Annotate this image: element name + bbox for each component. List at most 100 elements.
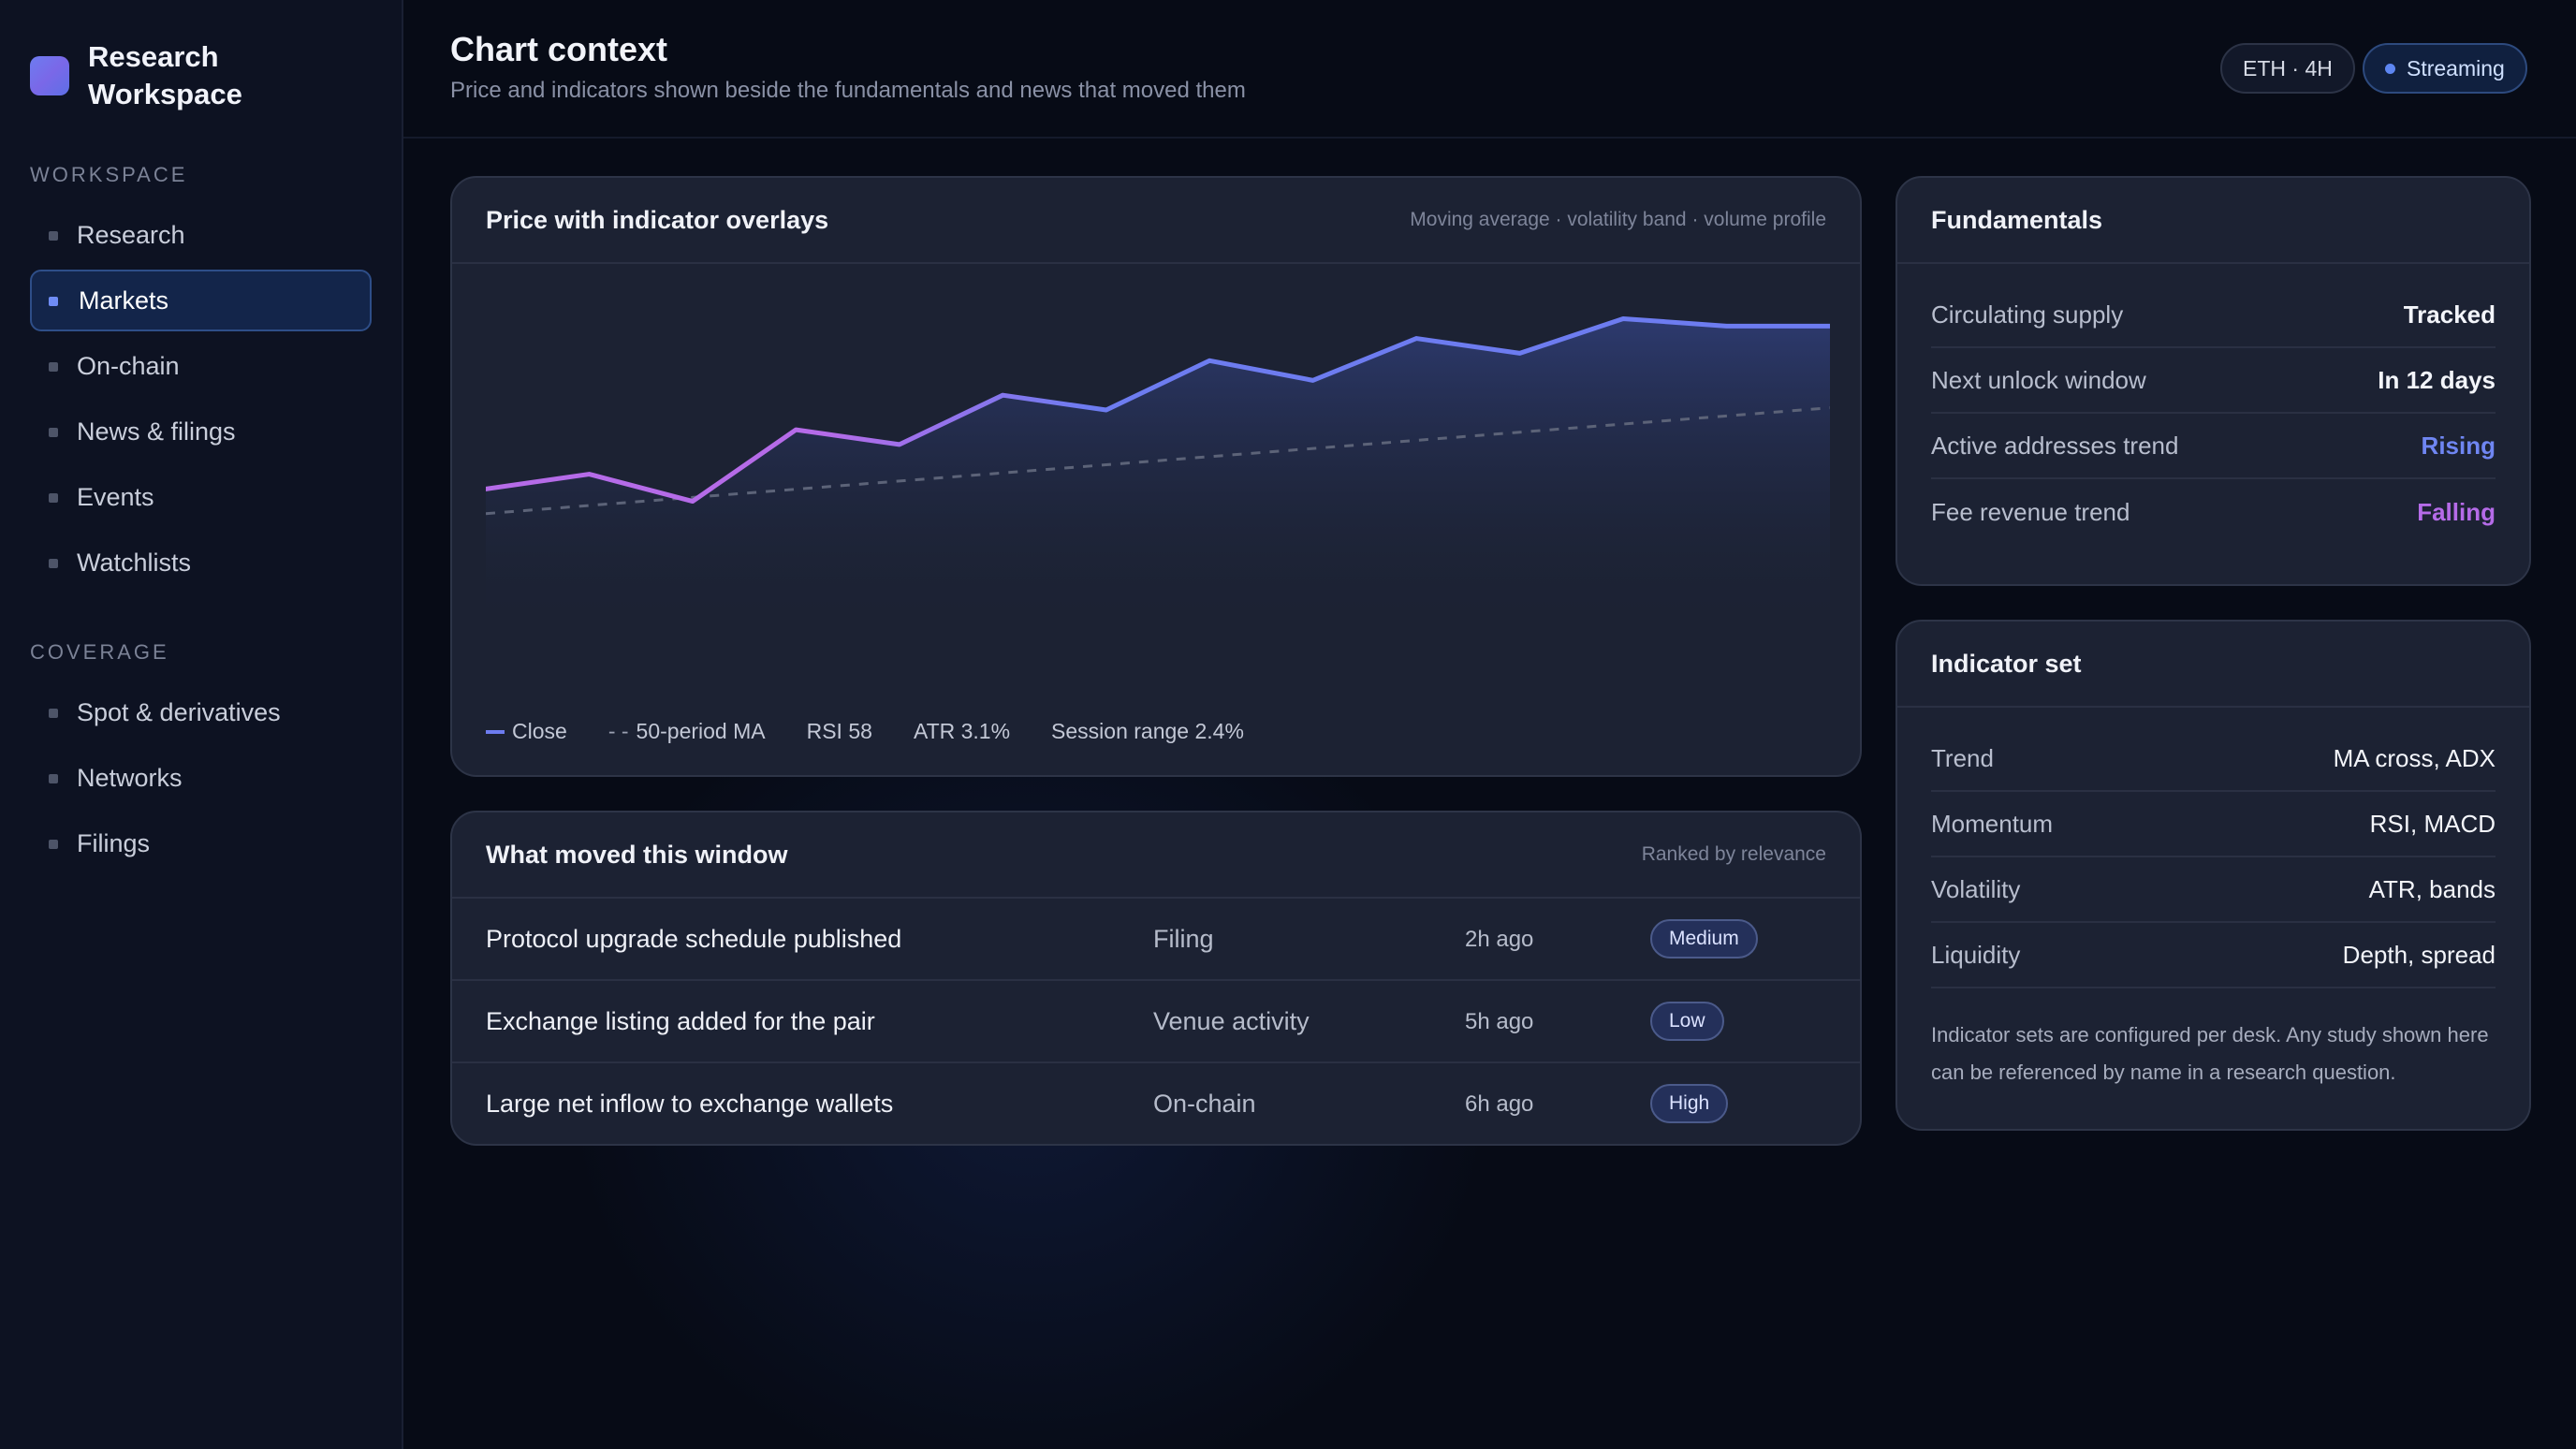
news-category: Venue activity (1153, 1007, 1310, 1035)
brand-title: Research Workspace (88, 40, 242, 110)
sidebar-item-label: On-chain (77, 351, 180, 380)
close-data-point[interactable] (1306, 373, 1321, 388)
card-header: Fundamentals (1897, 178, 2529, 264)
bullet-icon (49, 297, 58, 306)
news-row[interactable]: Exchange listing added for the pair Venu… (452, 981, 1860, 1063)
card-title: Price with indicator overlays (486, 205, 829, 234)
brand-logo-icon (30, 56, 69, 95)
card-title: Indicator set (1931, 649, 2082, 678)
fundamental-value: In 12 days (2378, 365, 2496, 394)
close-data-point[interactable] (1409, 331, 1424, 346)
page-title: Chart context (450, 30, 668, 68)
indicator-label: Momentum (1931, 809, 2054, 838)
workspace-nav: Research Markets On-chain News & filings… (30, 204, 372, 593)
brand[interactable]: Research Workspace (30, 0, 372, 152)
fundamental-value: Tracked (2403, 300, 2496, 329)
close-data-point[interactable] (1513, 345, 1528, 360)
sidebar-item-news-filings[interactable]: News & filings (30, 401, 372, 462)
indicator-label: Volatility (1931, 874, 2021, 903)
sidebar-item-spot-derivatives[interactable]: Spot & derivatives (30, 681, 372, 743)
legend-ma-label: 50-period MA (636, 719, 766, 743)
card-header: Price with indicator overlays Moving ave… (452, 178, 1860, 264)
close-data-point[interactable] (1099, 402, 1114, 417)
trend-value-falling: Falling (2417, 497, 2496, 526)
chart-marks (486, 311, 1830, 629)
price-chart[interactable] (486, 264, 1830, 676)
close-data-point[interactable] (1202, 353, 1217, 368)
chart-legend: Close - - 50-period MA RSI 58 ATR 3.1% Se… (486, 719, 1285, 744)
fundamentals-card: Fundamentals Circulating supply Tracked … (1895, 176, 2531, 586)
page-subtitle: Price and indicators shown beside the fu… (450, 78, 1246, 103)
pair-timeframe-label: ETH · 4H (2243, 55, 2333, 80)
dashed-line-icon: - - (607, 719, 629, 743)
indicator-row-liquidity[interactable]: Liquidity Depth, spread (1931, 923, 2496, 988)
indicator-label: Trend (1931, 743, 1994, 772)
fundamental-label: Next unlock window (1931, 365, 2146, 394)
bullet-icon (49, 231, 58, 241)
legend-close[interactable]: Close (486, 719, 567, 744)
sidebar-item-watchlists[interactable]: Watchlists (30, 532, 372, 593)
card-header: Indicator set (1897, 622, 2529, 708)
close-data-point[interactable] (995, 388, 1010, 402)
close-data-point[interactable] (1616, 311, 1631, 326)
sidebar-item-filings[interactable]: Filings (30, 812, 372, 874)
pair-timeframe-chip[interactable]: ETH · 4H (2220, 43, 2355, 94)
coverage-nav: Spot & derivatives Networks Filings (30, 681, 372, 874)
news-time: 5h ago (1465, 1009, 1534, 1034)
indicator-value: Depth, spread (2342, 940, 2496, 969)
bullet-icon (49, 559, 58, 568)
close-series-line (486, 315, 1830, 505)
news-time: 6h ago (1465, 1091, 1534, 1117)
sidebar-item-label: Filings (77, 828, 151, 857)
close-area-fill (486, 318, 1830, 629)
news-category: Filing (1153, 925, 1214, 953)
fundamentals-list: Circulating supply Tracked Next unlock w… (1897, 283, 2529, 545)
close-data-point[interactable] (581, 467, 596, 482)
indicator-row-trend[interactable]: Trend MA cross, ADX (1931, 726, 2496, 792)
sidebar-item-research[interactable]: Research (30, 204, 372, 266)
indicator-row-momentum[interactable]: Momentum RSI, MACD (1931, 792, 2496, 857)
news-time: 2h ago (1465, 927, 1534, 952)
section-label-coverage: COVERAGE (30, 640, 169, 664)
sidebar-item-label: Spot & derivatives (77, 697, 281, 726)
indicator-value: RSI, MACD (2369, 809, 2496, 838)
impact-badge: Medium (1650, 919, 1758, 959)
sidebar-item-label: Research (77, 220, 185, 249)
news-row[interactable]: Large net inflow to exchange wallets On-… (452, 1063, 1860, 1144)
close-data-point[interactable] (1720, 318, 1734, 333)
sidebar-item-events[interactable]: Events (30, 466, 372, 528)
close-data-point[interactable] (788, 422, 803, 437)
impact-badge: High (1650, 1084, 1729, 1123)
legend-rsi: RSI 58 (806, 719, 872, 743)
news-title: Protocol upgrade schedule published (486, 925, 902, 953)
sidebar-item-on-chain[interactable]: On-chain (30, 335, 372, 397)
sidebar-item-label: Markets (79, 285, 169, 315)
bullet-icon (49, 774, 58, 783)
section-label-workspace: WORKSPACE (30, 163, 188, 186)
card-title: What moved this window (486, 840, 788, 869)
legend-ma[interactable]: - - 50-period MA (608, 719, 766, 744)
bullet-icon (49, 493, 58, 503)
close-data-point[interactable] (685, 494, 700, 509)
card-header: What moved this window Ranked by relevan… (452, 812, 1860, 899)
streaming-status-chip[interactable]: Streaming (2363, 43, 2527, 94)
legend-close-label: Close (512, 719, 567, 743)
sidebar-item-markets[interactable]: Markets (30, 270, 372, 331)
indicator-note: Indicator sets are configured per desk. … (1931, 1023, 2489, 1084)
indicator-set-card: Indicator set Trend MA cross, ADX Moment… (1895, 620, 2531, 1131)
close-data-point[interactable] (892, 437, 907, 452)
indicator-value: MA cross, ADX (2333, 743, 2496, 772)
legend-atr: ATR 3.1% (913, 719, 1011, 743)
page-header: Chart context Price and indicators shown… (403, 0, 2576, 139)
indicator-row-volatility[interactable]: Volatility ATR, bands (1931, 857, 2496, 923)
sidebar-item-label: Networks (77, 763, 183, 792)
news-row[interactable]: Protocol upgrade schedule published Fili… (452, 899, 1860, 981)
card-title: Fundamentals (1931, 205, 2103, 234)
price-chart-card: Price with indicator overlays Moving ave… (450, 176, 1862, 777)
streaming-status-label: Streaming (2407, 55, 2505, 80)
fundamental-label: Active addresses trend (1931, 431, 2179, 460)
live-dot-icon (2385, 63, 2395, 74)
sidebar-item-networks[interactable]: Networks (30, 747, 372, 809)
card-hint: Moving average · volatility band · volum… (1410, 209, 1826, 230)
sidebar-item-label: Watchlists (77, 548, 192, 577)
